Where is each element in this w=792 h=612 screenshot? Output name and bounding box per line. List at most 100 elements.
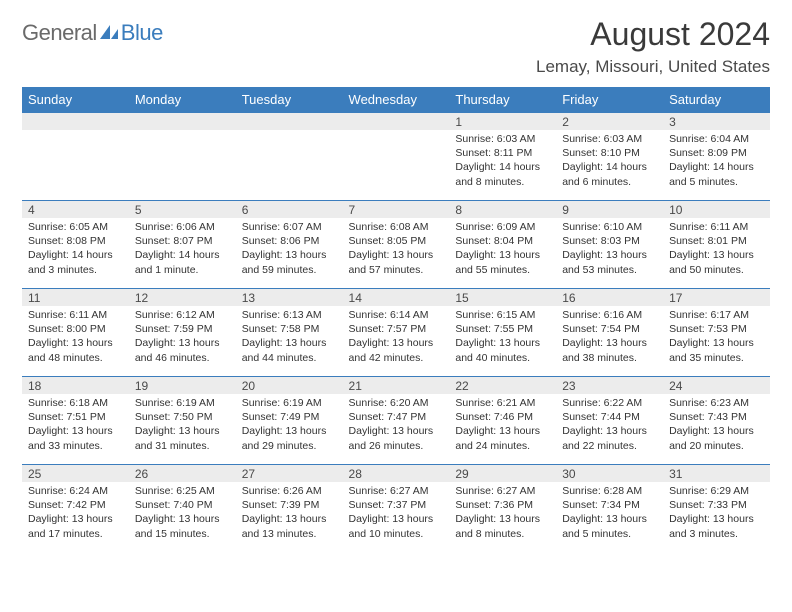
calendar-day-cell: 28Sunrise: 6:27 AMSunset: 7:37 PMDayligh…: [343, 465, 450, 553]
day-number: 28: [343, 465, 450, 482]
day-content: Sunrise: 6:03 AMSunset: 8:11 PMDaylight:…: [449, 130, 556, 193]
day-content: Sunrise: 6:29 AMSunset: 7:33 PMDaylight:…: [663, 482, 770, 545]
weekday-header: Wednesday: [343, 87, 450, 113]
calendar-day-cell: 1Sunrise: 6:03 AMSunset: 8:11 PMDaylight…: [449, 113, 556, 201]
calendar-day-cell: 7Sunrise: 6:08 AMSunset: 8:05 PMDaylight…: [343, 201, 450, 289]
day-number: 27: [236, 465, 343, 482]
day-content: Sunrise: 6:22 AMSunset: 7:44 PMDaylight:…: [556, 394, 663, 457]
day-content: Sunrise: 6:07 AMSunset: 8:06 PMDaylight:…: [236, 218, 343, 281]
calendar-day-cell: 31Sunrise: 6:29 AMSunset: 7:33 PMDayligh…: [663, 465, 770, 553]
calendar-day-cell: 2Sunrise: 6:03 AMSunset: 8:10 PMDaylight…: [556, 113, 663, 201]
calendar-day-cell: 22Sunrise: 6:21 AMSunset: 7:46 PMDayligh…: [449, 377, 556, 465]
day-number: 20: [236, 377, 343, 394]
day-content: Sunrise: 6:21 AMSunset: 7:46 PMDaylight:…: [449, 394, 556, 457]
day-number: 6: [236, 201, 343, 218]
calendar-week-row: 4Sunrise: 6:05 AMSunset: 8:08 PMDaylight…: [22, 201, 770, 289]
day-content: Sunrise: 6:03 AMSunset: 8:10 PMDaylight:…: [556, 130, 663, 193]
day-number: 9: [556, 201, 663, 218]
day-content: Sunrise: 6:19 AMSunset: 7:49 PMDaylight:…: [236, 394, 343, 457]
calendar-day-cell: 18Sunrise: 6:18 AMSunset: 7:51 PMDayligh…: [22, 377, 129, 465]
weekday-header: Thursday: [449, 87, 556, 113]
calendar-day-cell: 26Sunrise: 6:25 AMSunset: 7:40 PMDayligh…: [129, 465, 236, 553]
day-content: Sunrise: 6:05 AMSunset: 8:08 PMDaylight:…: [22, 218, 129, 281]
day-number: 26: [129, 465, 236, 482]
day-content: Sunrise: 6:28 AMSunset: 7:34 PMDaylight:…: [556, 482, 663, 545]
logo-text-blue: Blue: [121, 20, 163, 45]
calendar-day-cell: [129, 113, 236, 201]
calendar-week-row: 1Sunrise: 6:03 AMSunset: 8:11 PMDaylight…: [22, 113, 770, 201]
calendar-day-cell: 13Sunrise: 6:13 AMSunset: 7:58 PMDayligh…: [236, 289, 343, 377]
day-content: Sunrise: 6:17 AMSunset: 7:53 PMDaylight:…: [663, 306, 770, 369]
day-content: Sunrise: 6:27 AMSunset: 7:37 PMDaylight:…: [343, 482, 450, 545]
weekday-header: Tuesday: [236, 87, 343, 113]
weekday-header: Sunday: [22, 87, 129, 113]
day-content: Sunrise: 6:11 AMSunset: 8:01 PMDaylight:…: [663, 218, 770, 281]
empty-day-number: [343, 113, 450, 130]
weekday-header: Friday: [556, 87, 663, 113]
day-content: Sunrise: 6:09 AMSunset: 8:04 PMDaylight:…: [449, 218, 556, 281]
calendar-table: Sunday Monday Tuesday Wednesday Thursday…: [22, 87, 770, 553]
calendar-day-cell: 21Sunrise: 6:20 AMSunset: 7:47 PMDayligh…: [343, 377, 450, 465]
calendar-day-cell: 19Sunrise: 6:19 AMSunset: 7:50 PMDayligh…: [129, 377, 236, 465]
day-content: Sunrise: 6:20 AMSunset: 7:47 PMDaylight:…: [343, 394, 450, 457]
day-number: 16: [556, 289, 663, 306]
day-number: 4: [22, 201, 129, 218]
day-content: Sunrise: 6:16 AMSunset: 7:54 PMDaylight:…: [556, 306, 663, 369]
calendar-week-row: 18Sunrise: 6:18 AMSunset: 7:51 PMDayligh…: [22, 377, 770, 465]
logo-sail-icon: [98, 23, 120, 43]
title-block: August 2024 Lemay, Missouri, United Stat…: [536, 16, 770, 77]
day-number: 5: [129, 201, 236, 218]
logo: General Blue: [22, 20, 163, 46]
calendar-day-cell: 24Sunrise: 6:23 AMSunset: 7:43 PMDayligh…: [663, 377, 770, 465]
day-content: Sunrise: 6:12 AMSunset: 7:59 PMDaylight:…: [129, 306, 236, 369]
day-content: Sunrise: 6:18 AMSunset: 7:51 PMDaylight:…: [22, 394, 129, 457]
day-number: 12: [129, 289, 236, 306]
logo-text-general: General: [22, 20, 97, 46]
calendar-day-cell: 12Sunrise: 6:12 AMSunset: 7:59 PMDayligh…: [129, 289, 236, 377]
day-number: 2: [556, 113, 663, 130]
calendar-day-cell: 11Sunrise: 6:11 AMSunset: 8:00 PMDayligh…: [22, 289, 129, 377]
empty-day-number: [236, 113, 343, 130]
day-number: 22: [449, 377, 556, 394]
calendar-week-row: 11Sunrise: 6:11 AMSunset: 8:00 PMDayligh…: [22, 289, 770, 377]
day-content: Sunrise: 6:10 AMSunset: 8:03 PMDaylight:…: [556, 218, 663, 281]
day-number: 1: [449, 113, 556, 130]
calendar-day-cell: 10Sunrise: 6:11 AMSunset: 8:01 PMDayligh…: [663, 201, 770, 289]
day-number: 13: [236, 289, 343, 306]
calendar-day-cell: 27Sunrise: 6:26 AMSunset: 7:39 PMDayligh…: [236, 465, 343, 553]
calendar-day-cell: 14Sunrise: 6:14 AMSunset: 7:57 PMDayligh…: [343, 289, 450, 377]
day-content: Sunrise: 6:27 AMSunset: 7:36 PMDaylight:…: [449, 482, 556, 545]
day-content: Sunrise: 6:19 AMSunset: 7:50 PMDaylight:…: [129, 394, 236, 457]
day-number: 30: [556, 465, 663, 482]
day-content: Sunrise: 6:04 AMSunset: 8:09 PMDaylight:…: [663, 130, 770, 193]
calendar-day-cell: 16Sunrise: 6:16 AMSunset: 7:54 PMDayligh…: [556, 289, 663, 377]
day-number: 25: [22, 465, 129, 482]
month-title: August 2024: [536, 16, 770, 53]
day-number: 10: [663, 201, 770, 218]
calendar-day-cell: 3Sunrise: 6:04 AMSunset: 8:09 PMDaylight…: [663, 113, 770, 201]
day-number: 31: [663, 465, 770, 482]
day-content: Sunrise: 6:08 AMSunset: 8:05 PMDaylight:…: [343, 218, 450, 281]
calendar-week-row: 25Sunrise: 6:24 AMSunset: 7:42 PMDayligh…: [22, 465, 770, 553]
calendar-day-cell: 5Sunrise: 6:06 AMSunset: 8:07 PMDaylight…: [129, 201, 236, 289]
day-number: 15: [449, 289, 556, 306]
day-number: 14: [343, 289, 450, 306]
calendar-day-cell: 6Sunrise: 6:07 AMSunset: 8:06 PMDaylight…: [236, 201, 343, 289]
calendar-day-cell: 25Sunrise: 6:24 AMSunset: 7:42 PMDayligh…: [22, 465, 129, 553]
day-number: 3: [663, 113, 770, 130]
day-number: 21: [343, 377, 450, 394]
calendar-day-cell: 15Sunrise: 6:15 AMSunset: 7:55 PMDayligh…: [449, 289, 556, 377]
weekday-header: Saturday: [663, 87, 770, 113]
calendar-day-cell: 4Sunrise: 6:05 AMSunset: 8:08 PMDaylight…: [22, 201, 129, 289]
day-number: 23: [556, 377, 663, 394]
calendar-day-cell: 30Sunrise: 6:28 AMSunset: 7:34 PMDayligh…: [556, 465, 663, 553]
header: General Blue August 2024 Lemay, Missouri…: [22, 16, 770, 77]
calendar-day-cell: 23Sunrise: 6:22 AMSunset: 7:44 PMDayligh…: [556, 377, 663, 465]
location-text: Lemay, Missouri, United States: [536, 57, 770, 77]
calendar-day-cell: 29Sunrise: 6:27 AMSunset: 7:36 PMDayligh…: [449, 465, 556, 553]
day-number: 8: [449, 201, 556, 218]
empty-day-number: [129, 113, 236, 130]
calendar-body: 1Sunrise: 6:03 AMSunset: 8:11 PMDaylight…: [22, 113, 770, 553]
calendar-day-cell: 9Sunrise: 6:10 AMSunset: 8:03 PMDaylight…: [556, 201, 663, 289]
day-content: Sunrise: 6:23 AMSunset: 7:43 PMDaylight:…: [663, 394, 770, 457]
